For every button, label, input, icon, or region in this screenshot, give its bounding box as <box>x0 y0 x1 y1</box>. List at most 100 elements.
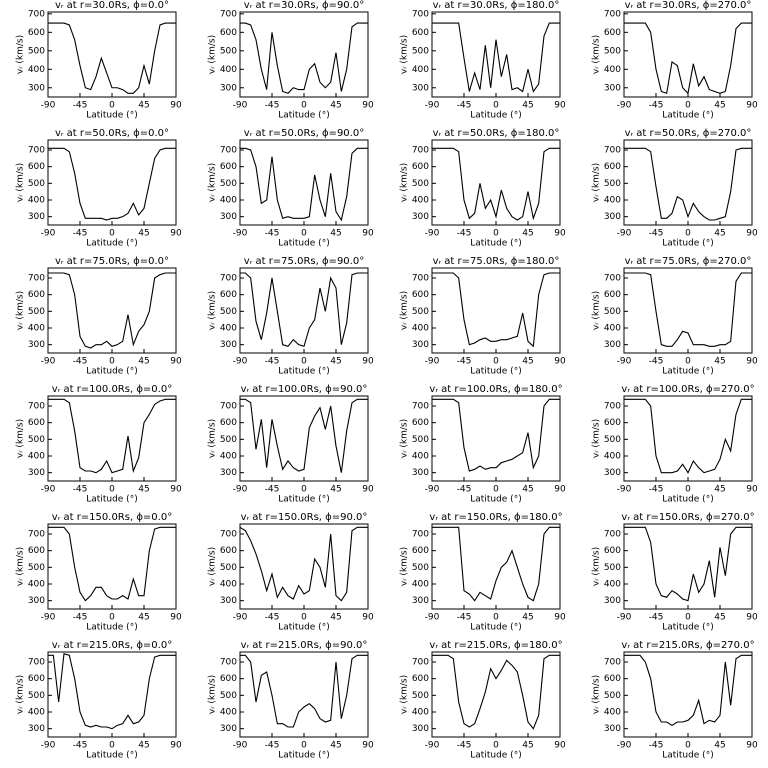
x-tick-label: 45 <box>522 613 533 623</box>
y-tick-label: 700 <box>220 146 237 156</box>
x-tick-label: -45 <box>649 229 664 239</box>
y-tick-label: 500 <box>28 691 45 701</box>
x-tick-label: 0 <box>493 613 499 623</box>
plot-frame <box>623 139 753 226</box>
y-tick-label: 400 <box>220 65 237 75</box>
y-tick-label: 700 <box>28 9 45 19</box>
y-tick-label: 500 <box>604 307 621 317</box>
chart-title: vᵣ at r=100.0Rs, ϕ=270.0° <box>621 384 754 395</box>
y-tick-label: 700 <box>412 402 429 412</box>
y-tick-label: 600 <box>28 162 45 172</box>
y-tick-label: 300 <box>28 340 45 350</box>
y-tick-label: 300 <box>412 468 429 478</box>
x-tick-label: 45 <box>330 485 341 495</box>
y-tick-label: 700 <box>412 146 429 156</box>
y-tick-label: 500 <box>604 435 621 445</box>
y-tick-label: 400 <box>220 452 237 462</box>
y-axis-label: vᵣ (km/s) <box>592 35 602 74</box>
x-tick-label: -45 <box>649 613 664 623</box>
x-tick-label: 90 <box>170 357 182 367</box>
x-tick-label: -45 <box>265 357 280 367</box>
x-tick-label: -45 <box>265 101 280 111</box>
y-tick-label: 700 <box>28 146 45 156</box>
y-tick-label: 600 <box>28 546 45 556</box>
y-tick-label: 300 <box>28 724 45 734</box>
x-axis-label: Latitude (°) <box>662 111 713 121</box>
y-tick-label: 600 <box>604 162 621 172</box>
chart-title: vᵣ at r=75.0Rs, ϕ=180.0° <box>433 256 560 267</box>
y-tick-label: 300 <box>604 724 621 734</box>
y-tick-label: 300 <box>220 596 237 606</box>
y-tick-label: 300 <box>28 83 45 93</box>
y-tick-label: 500 <box>412 691 429 701</box>
x-tick-label: 0 <box>685 485 691 495</box>
x-tick-label: -45 <box>457 741 472 751</box>
x-tick-label: -90 <box>41 229 56 239</box>
x-tick-label: 0 <box>493 485 499 495</box>
y-tick-label: 400 <box>412 324 429 334</box>
x-tick-label: -90 <box>617 613 632 623</box>
y-tick-label: 500 <box>220 435 237 445</box>
x-tick-label: -90 <box>425 229 440 239</box>
x-tick-label: -90 <box>425 101 440 111</box>
x-tick-label: -90 <box>617 485 632 495</box>
y-axis-label: vᵣ (km/s) <box>592 547 602 586</box>
x-axis-label: Latitude (°) <box>86 367 137 377</box>
y-tick-label: 600 <box>220 28 237 38</box>
plot-frame <box>239 651 369 738</box>
chart-title: vᵣ at r=215.0Rs, ϕ=90.0° <box>241 640 368 651</box>
y-tick-label: 500 <box>28 46 45 56</box>
x-tick-label: 0 <box>109 357 115 367</box>
x-axis-label: Latitude (°) <box>86 623 137 633</box>
y-tick-label: 400 <box>28 196 45 206</box>
chart-title: vᵣ at r=215.0Rs, ϕ=270.0° <box>621 640 754 651</box>
data-line <box>432 22 560 93</box>
x-tick-label: 90 <box>746 613 758 623</box>
x-tick-label: 0 <box>109 613 115 623</box>
y-tick-label: 600 <box>604 674 621 684</box>
x-tick-label: 0 <box>301 613 307 623</box>
y-axis-label: vᵣ (km/s) <box>208 35 218 74</box>
x-tick-label: -90 <box>41 357 56 367</box>
y-tick-label: 500 <box>412 435 429 445</box>
x-tick-label: -45 <box>649 741 664 751</box>
data-line <box>240 272 368 348</box>
y-tick-label: 300 <box>220 468 237 478</box>
y-tick-label: 600 <box>604 546 621 556</box>
chart-title: vᵣ at r=30.0Rs, ϕ=0.0° <box>55 0 169 11</box>
y-tick-label: 700 <box>28 658 45 668</box>
y-tick-label: 400 <box>604 452 621 462</box>
x-tick-label: 0 <box>301 741 307 751</box>
x-tick-label: -90 <box>41 101 56 111</box>
y-tick-label: 500 <box>412 307 429 317</box>
y-tick-label: 600 <box>412 162 429 172</box>
x-tick-label: 45 <box>714 485 725 495</box>
x-tick-label: 90 <box>554 229 566 239</box>
x-tick-label: 45 <box>522 741 533 751</box>
y-tick-label: 300 <box>604 212 621 222</box>
chart-title: vᵣ at r=75.0Rs, ϕ=0.0° <box>55 256 169 267</box>
x-axis-label: Latitude (°) <box>278 495 329 505</box>
y-tick-label: 400 <box>604 324 621 334</box>
chart-title: vᵣ at r=75.0Rs, ϕ=270.0° <box>625 256 752 267</box>
chart-title: vᵣ at r=75.0Rs, ϕ=90.0° <box>244 256 364 267</box>
y-tick-label: 700 <box>604 530 621 540</box>
chart-title: vᵣ at r=30.0Rs, ϕ=180.0° <box>433 0 560 11</box>
x-axis-label: Latitude (°) <box>470 751 521 761</box>
x-tick-label: 0 <box>493 357 499 367</box>
y-tick-label: 500 <box>28 435 45 445</box>
chart-title: vᵣ at r=150.0Rs, ϕ=0.0° <box>52 512 172 523</box>
y-tick-label: 400 <box>28 708 45 718</box>
x-tick-label: 45 <box>522 357 533 367</box>
y-tick-label: 400 <box>604 65 621 75</box>
y-tick-label: 300 <box>220 83 237 93</box>
y-axis-label: vᵣ (km/s) <box>16 547 26 586</box>
y-tick-label: 700 <box>604 146 621 156</box>
y-tick-label: 300 <box>604 596 621 606</box>
y-tick-label: 600 <box>412 28 429 38</box>
y-tick-label: 600 <box>28 418 45 428</box>
x-axis-label: Latitude (°) <box>662 751 713 761</box>
chart-title: vᵣ at r=30.0Rs, ϕ=90.0° <box>244 0 364 11</box>
data-line <box>48 652 176 730</box>
y-tick-label: 300 <box>604 83 621 93</box>
